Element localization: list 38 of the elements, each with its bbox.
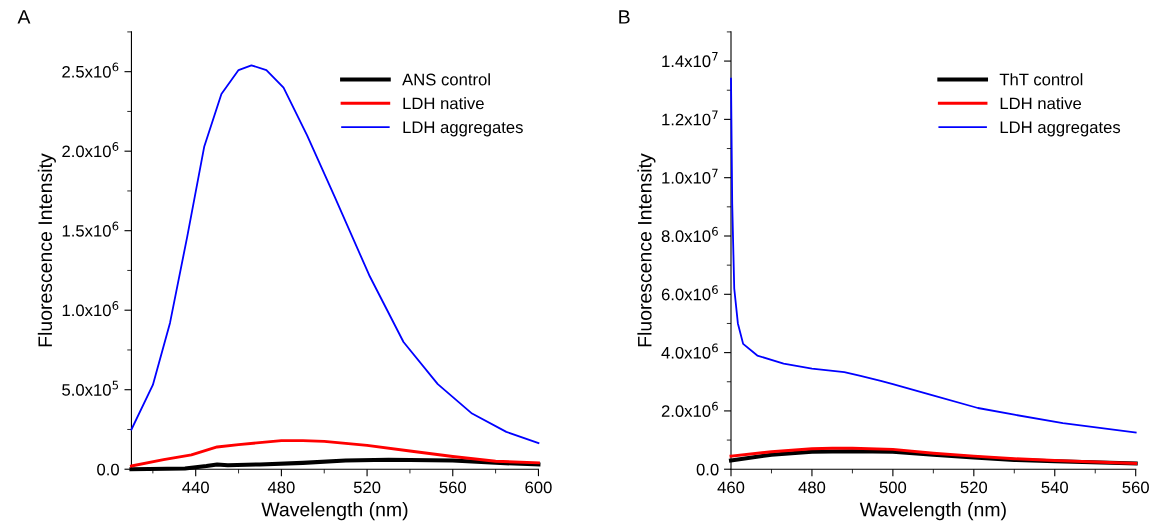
x-tick-label: 480 <box>798 481 826 494</box>
legend-label: LDH aggregates <box>1000 121 1121 137</box>
x-tick-label: 480 <box>267 481 295 494</box>
legend-label: LDH aggregates <box>403 121 523 137</box>
y-tick-label: 2.0x10$^{6}$ <box>62 142 119 158</box>
y-tick-label: 4.0x10$^{6}$ <box>661 343 718 359</box>
legend-label: LDH native <box>1000 97 1082 110</box>
x-tick-label: 560 <box>439 481 467 494</box>
y-tick-label: 2.0x10$^{6}$ <box>661 401 718 417</box>
y-axis-title: Fluorescence Intensity <box>637 153 656 347</box>
y-tick-label: 0.0 <box>97 463 119 476</box>
x-tick-label: 540 <box>1041 481 1069 494</box>
y-tick-label: 2.5x10$^{6}$ <box>62 62 119 78</box>
y-tick-label: 1.0x10$^{6}$ <box>62 301 119 317</box>
y-tick-label: 8.0x10$^{6}$ <box>661 226 718 243</box>
x-tick-label: 500 <box>879 481 907 494</box>
chart-title: A <box>17 10 31 24</box>
x-tick-label: 600 <box>525 481 552 494</box>
y-tick-label: 1.2x10$^{7}$ <box>662 110 718 126</box>
line-series <box>130 64 540 444</box>
y-tick-label: 6.0x10$^{6}$ <box>661 285 718 301</box>
x-tick-label: 560 <box>1122 481 1149 494</box>
x-tick-label: 460 <box>717 481 745 494</box>
y-axis-title: Fluorescence Intensity <box>37 153 56 347</box>
x-tick-label: 520 <box>353 481 381 494</box>
x-axis-title: Wavelength (nm) <box>859 502 1006 521</box>
y-tick-label: 1.0x10$^{7}$ <box>662 168 718 184</box>
y-tick-label: 0.0 <box>696 463 719 476</box>
chart-title: B <box>619 10 630 24</box>
y-tick-label: 1.4x10$^{7}$ <box>662 52 718 68</box>
legend-label: ThT control <box>999 73 1083 86</box>
x-tick-label: 440 <box>182 481 209 494</box>
x-tick-label: 520 <box>960 481 988 494</box>
x-axis-title: Wavelength (nm) <box>261 502 408 521</box>
legend-label: LDH native <box>403 97 484 110</box>
legend-label: ANS control <box>402 73 490 86</box>
y-tick-label: 1.5x10$^{6}$ <box>62 221 119 237</box>
y-tick-label: 5.0x10$^{5}$ <box>62 380 119 396</box>
